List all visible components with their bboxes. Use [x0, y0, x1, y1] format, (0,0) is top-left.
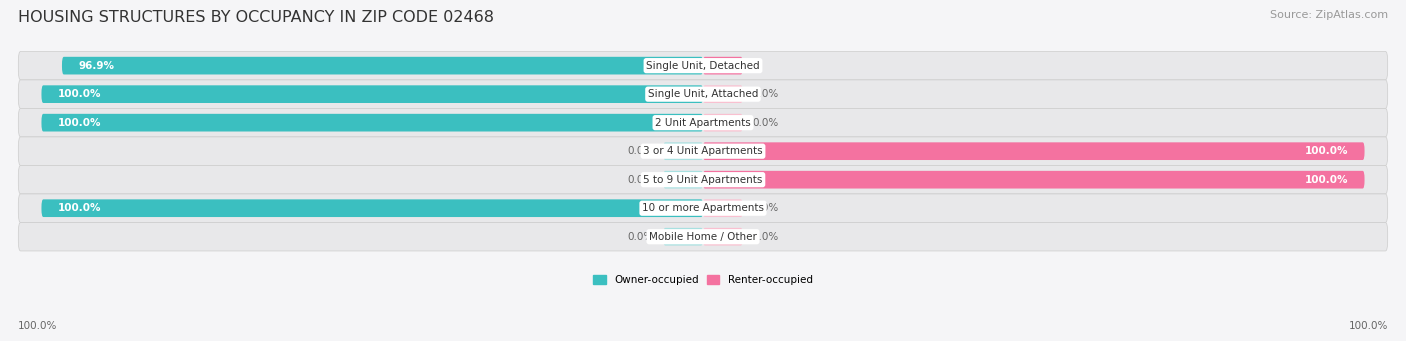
Text: 100.0%: 100.0% — [58, 118, 101, 128]
Text: HOUSING STRUCTURES BY OCCUPANCY IN ZIP CODE 02468: HOUSING STRUCTURES BY OCCUPANCY IN ZIP C… — [18, 10, 495, 25]
FancyBboxPatch shape — [703, 199, 742, 217]
FancyBboxPatch shape — [41, 114, 703, 132]
Text: 100.0%: 100.0% — [1305, 146, 1348, 156]
FancyBboxPatch shape — [41, 199, 703, 217]
FancyBboxPatch shape — [18, 108, 1388, 137]
FancyBboxPatch shape — [664, 171, 703, 189]
Text: 0.0%: 0.0% — [752, 118, 779, 128]
Text: 100.0%: 100.0% — [58, 203, 101, 213]
FancyBboxPatch shape — [18, 137, 1388, 165]
Text: 100.0%: 100.0% — [1348, 321, 1388, 331]
Text: 0.0%: 0.0% — [752, 232, 779, 242]
FancyBboxPatch shape — [18, 222, 1388, 251]
Text: 2 Unit Apartments: 2 Unit Apartments — [655, 118, 751, 128]
Text: 3 or 4 Unit Apartments: 3 or 4 Unit Apartments — [643, 146, 763, 156]
Text: 0.0%: 0.0% — [752, 203, 779, 213]
Text: 100.0%: 100.0% — [18, 321, 58, 331]
Text: Mobile Home / Other: Mobile Home / Other — [650, 232, 756, 242]
Text: 10 or more Apartments: 10 or more Apartments — [643, 203, 763, 213]
FancyBboxPatch shape — [664, 228, 703, 246]
FancyBboxPatch shape — [18, 80, 1388, 108]
FancyBboxPatch shape — [18, 51, 1388, 80]
Legend: Owner-occupied, Renter-occupied: Owner-occupied, Renter-occupied — [589, 271, 817, 290]
FancyBboxPatch shape — [703, 228, 742, 246]
Text: 0.0%: 0.0% — [627, 232, 654, 242]
Text: 0.0%: 0.0% — [752, 89, 779, 99]
FancyBboxPatch shape — [703, 114, 742, 132]
FancyBboxPatch shape — [703, 142, 1365, 160]
Text: 100.0%: 100.0% — [58, 89, 101, 99]
Text: 100.0%: 100.0% — [1305, 175, 1348, 185]
Text: 3.1%: 3.1% — [697, 61, 725, 71]
Text: 5 to 9 Unit Apartments: 5 to 9 Unit Apartments — [644, 175, 762, 185]
FancyBboxPatch shape — [18, 194, 1388, 222]
Text: 0.0%: 0.0% — [627, 175, 654, 185]
FancyBboxPatch shape — [41, 85, 703, 103]
Text: 0.0%: 0.0% — [627, 146, 654, 156]
Text: 96.9%: 96.9% — [79, 61, 114, 71]
Text: Source: ZipAtlas.com: Source: ZipAtlas.com — [1270, 10, 1388, 20]
FancyBboxPatch shape — [703, 57, 742, 74]
FancyBboxPatch shape — [664, 142, 703, 160]
Text: Single Unit, Detached: Single Unit, Detached — [647, 61, 759, 71]
FancyBboxPatch shape — [703, 171, 1365, 189]
FancyBboxPatch shape — [62, 57, 703, 74]
FancyBboxPatch shape — [703, 85, 742, 103]
Text: Single Unit, Attached: Single Unit, Attached — [648, 89, 758, 99]
FancyBboxPatch shape — [18, 165, 1388, 194]
